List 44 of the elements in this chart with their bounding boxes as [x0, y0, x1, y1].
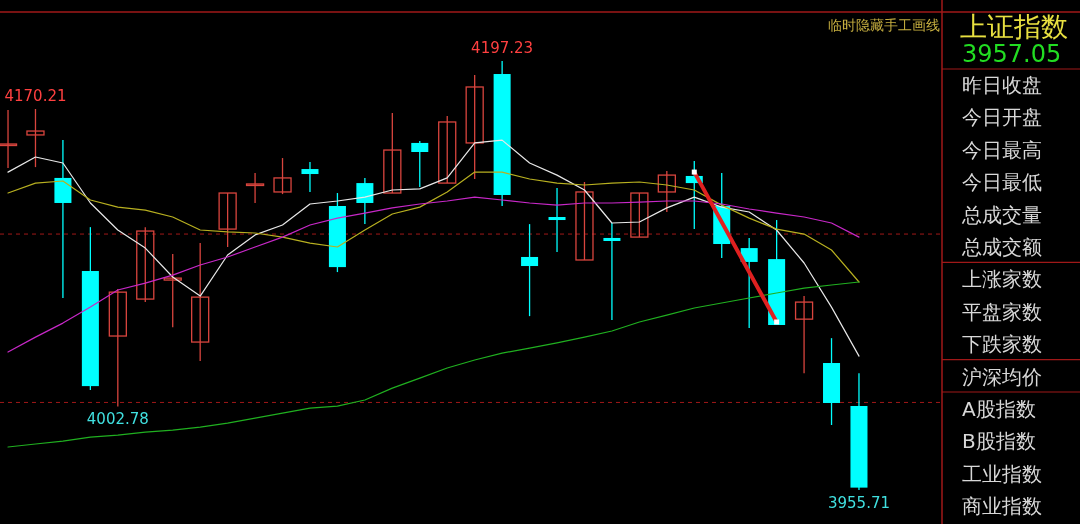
text: B股指数	[962, 429, 1036, 454]
candlestick	[438, 115, 457, 184]
annotation: 4197.23	[471, 39, 534, 57]
text: 昨日收盘	[962, 73, 1042, 97]
annotation: 3955.71	[827, 494, 890, 512]
candlestick	[411, 140, 429, 188]
text: 沪深均价	[962, 364, 1042, 389]
candlestick	[301, 161, 319, 193]
candlestick	[630, 192, 649, 238]
candlestick	[465, 74, 484, 180]
candlestick	[603, 222, 621, 321]
candlestick	[356, 177, 374, 225]
candlestick	[26, 108, 45, 168]
text: 商业指数	[962, 494, 1042, 519]
text: 总成交额	[961, 235, 1042, 259]
candlestick	[794, 295, 814, 374]
text: A股指数	[962, 397, 1036, 421]
candlestick	[273, 157, 292, 195]
candlestick	[218, 192, 237, 248]
candlestick	[163, 253, 182, 328]
text: 平盘家数	[962, 299, 1042, 324]
candlestick	[136, 226, 155, 303]
candlestick	[191, 242, 210, 362]
candlestick	[108, 288, 127, 408]
candlestick	[383, 112, 402, 194]
text: 今日最低	[962, 170, 1042, 195]
candlestick	[548, 187, 566, 253]
candlestick	[0, 109, 18, 169]
annotation: 4170.21	[4, 86, 67, 105]
text: 总成交量	[961, 202, 1042, 227]
text: 工业指数	[962, 461, 1042, 486]
candlestick	[657, 170, 676, 213]
annotation: 4002.78	[86, 410, 149, 429]
text: 今日开盘	[962, 105, 1042, 130]
text: 下跌家数	[962, 332, 1042, 357]
text: 3957.05	[962, 40, 1062, 68]
candlestick	[245, 172, 265, 204]
text: 临时隐藏手工画线	[828, 17, 940, 33]
text: 今日最高	[962, 137, 1042, 162]
candlestick	[575, 181, 594, 261]
candlestick	[740, 237, 758, 329]
candlestick	[521, 223, 539, 317]
text: 上证指数	[960, 11, 1068, 42]
text: 上涨家数	[962, 267, 1042, 292]
